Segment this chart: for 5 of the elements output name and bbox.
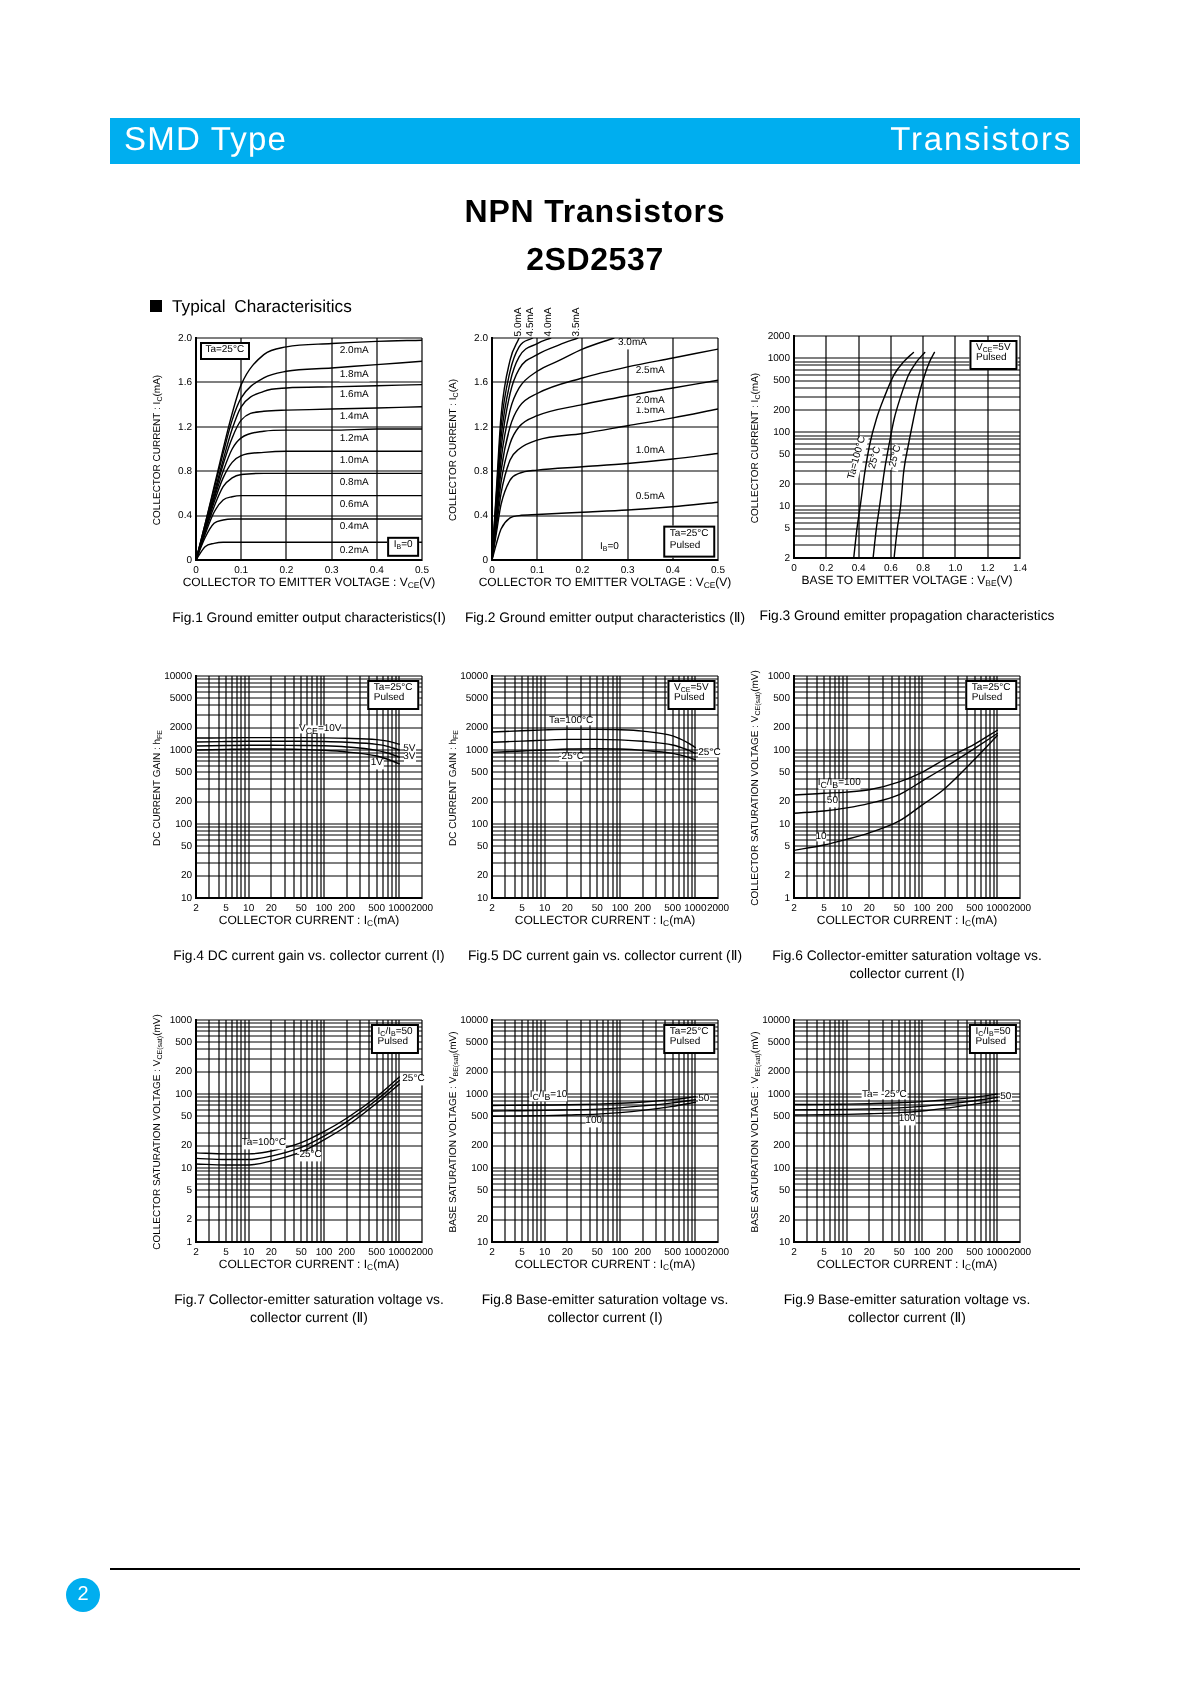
text: Typical Characterisitics (172, 295, 352, 315)
text: 2SD2537 (524, 244, 666, 280)
text: Transistors (890, 122, 1072, 160)
text: NPN Transistors (462, 196, 728, 232)
text: SMD Type (124, 122, 288, 160)
